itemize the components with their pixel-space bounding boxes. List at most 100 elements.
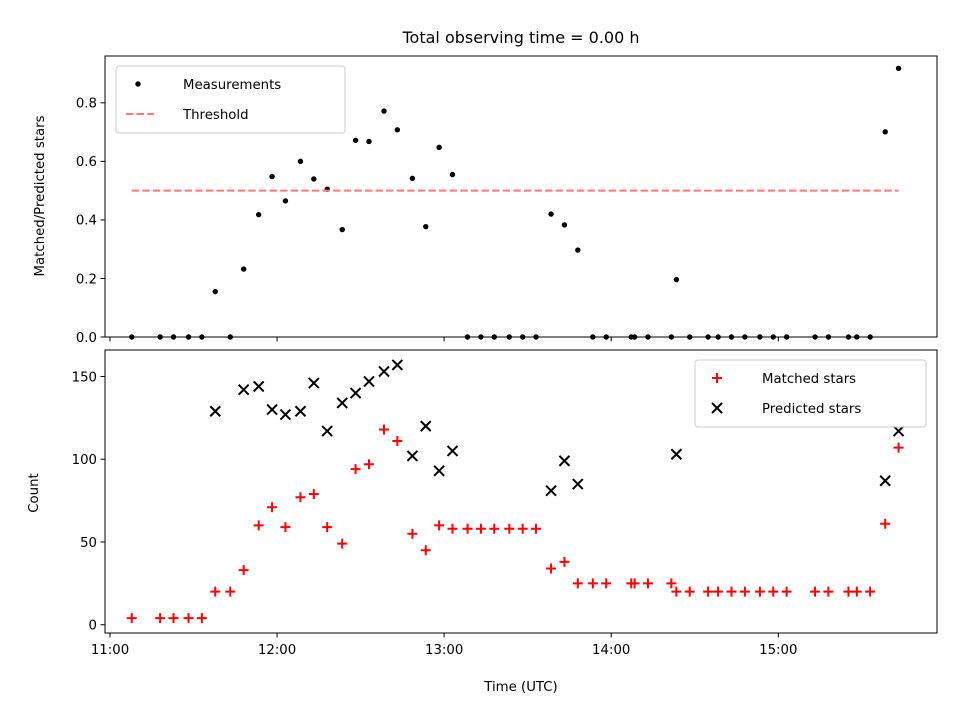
data-point <box>666 578 677 589</box>
data-point <box>739 586 750 597</box>
legend-label: Predicted stars <box>762 402 861 417</box>
data-point <box>882 129 888 135</box>
data-point <box>558 455 571 467</box>
data-point <box>210 586 221 597</box>
legend-label: Matched stars <box>762 372 856 387</box>
data-point <box>781 586 792 597</box>
data-point <box>209 405 221 417</box>
data-point <box>297 158 304 165</box>
chart-title: Total observing time = 0.00 h <box>401 28 639 47</box>
data-point <box>391 359 404 371</box>
data-point <box>308 488 319 499</box>
data-point <box>447 523 458 534</box>
data-point <box>575 247 581 253</box>
y-tick-label: 100 <box>72 453 97 468</box>
series-predicted-stars <box>209 359 905 497</box>
data-point <box>423 223 429 230</box>
data-point <box>420 420 432 432</box>
x-tick-label: 15:00 <box>759 643 797 658</box>
data-point <box>559 556 570 567</box>
data-point <box>601 578 612 589</box>
y-tick-label: 0.4 <box>76 214 97 229</box>
ratio-plot-frame <box>104 55 938 338</box>
y-tick-label: 0.6 <box>76 155 97 170</box>
data-point <box>434 520 445 531</box>
data-point <box>269 173 275 180</box>
x-tick-label: 12:00 <box>258 643 296 658</box>
data-point <box>892 425 905 437</box>
y-axis-label-count: Count <box>27 473 42 513</box>
data-point <box>768 586 779 597</box>
legend-marker <box>711 402 723 414</box>
data-point <box>349 387 362 399</box>
y-tick-label: 150 <box>72 370 97 385</box>
data-point <box>322 522 333 533</box>
data-point <box>294 405 307 417</box>
legend-frame <box>694 359 927 428</box>
legend-ratio: Measurements Threshold <box>115 65 346 134</box>
data-point <box>517 523 528 534</box>
data-point <box>252 380 265 393</box>
data-point <box>684 586 695 597</box>
data-point <box>350 464 361 475</box>
data-point <box>280 522 291 533</box>
data-point <box>449 171 456 178</box>
data-point <box>321 425 333 437</box>
data-point <box>572 478 584 490</box>
data-point <box>394 127 401 133</box>
data-point <box>256 211 262 218</box>
data-point <box>407 528 418 539</box>
data-point <box>587 578 598 589</box>
legend-marker <box>712 373 722 383</box>
x-tick-label: 13:00 <box>425 643 463 658</box>
data-point <box>168 613 179 624</box>
count-plot-frame <box>104 349 938 634</box>
data-point <box>378 365 390 378</box>
data-point <box>392 436 403 447</box>
legend-marker <box>135 81 141 87</box>
data-point <box>546 563 557 574</box>
data-point <box>225 586 236 597</box>
data-point <box>531 523 542 534</box>
legend-label: Threshold <box>182 108 249 123</box>
data-point <box>406 450 419 462</box>
data-point <box>237 384 250 396</box>
data-point <box>253 520 264 531</box>
data-point <box>240 266 247 272</box>
data-point <box>126 613 137 624</box>
data-point <box>629 578 640 589</box>
data-point <box>308 377 320 389</box>
data-point <box>673 276 680 283</box>
ratio-axis-ticks: 0.0 0.2 0.4 0.6 0.8 <box>76 97 779 346</box>
legend-label: Measurements <box>183 78 281 93</box>
data-point <box>851 586 862 597</box>
data-point <box>336 397 348 409</box>
y-tick-label: 0 <box>89 619 97 634</box>
series-matched-stars <box>126 424 904 624</box>
x-tick-label: 11:00 <box>91 643 129 658</box>
data-point <box>670 448 683 460</box>
y-axis-label-ratio: Matched/Predicted stars <box>33 115 48 276</box>
data-point <box>436 144 442 151</box>
data-point <box>155 613 166 624</box>
data-point <box>363 375 375 388</box>
data-point <box>379 424 390 435</box>
count-panel: Count Time (UTC) 0 50 100 150 11:00 12:00 13:0… <box>27 349 938 695</box>
data-point <box>279 408 292 421</box>
data-point <box>420 545 431 556</box>
data-point <box>572 578 583 589</box>
data-point <box>238 565 249 576</box>
data-point <box>295 492 306 503</box>
data-point <box>895 65 902 71</box>
data-point <box>754 586 765 597</box>
data-point <box>381 108 387 114</box>
legend-frame <box>115 65 346 134</box>
data-point <box>545 484 557 497</box>
data-point <box>893 442 904 453</box>
data-point <box>409 175 416 182</box>
data-point <box>337 538 348 549</box>
y-tick-label: 0.2 <box>76 272 97 287</box>
count-axis-ticks: 0 50 100 150 11:00 12:00 13:00 14:00 15:00 <box>72 370 798 658</box>
data-point <box>282 198 289 204</box>
